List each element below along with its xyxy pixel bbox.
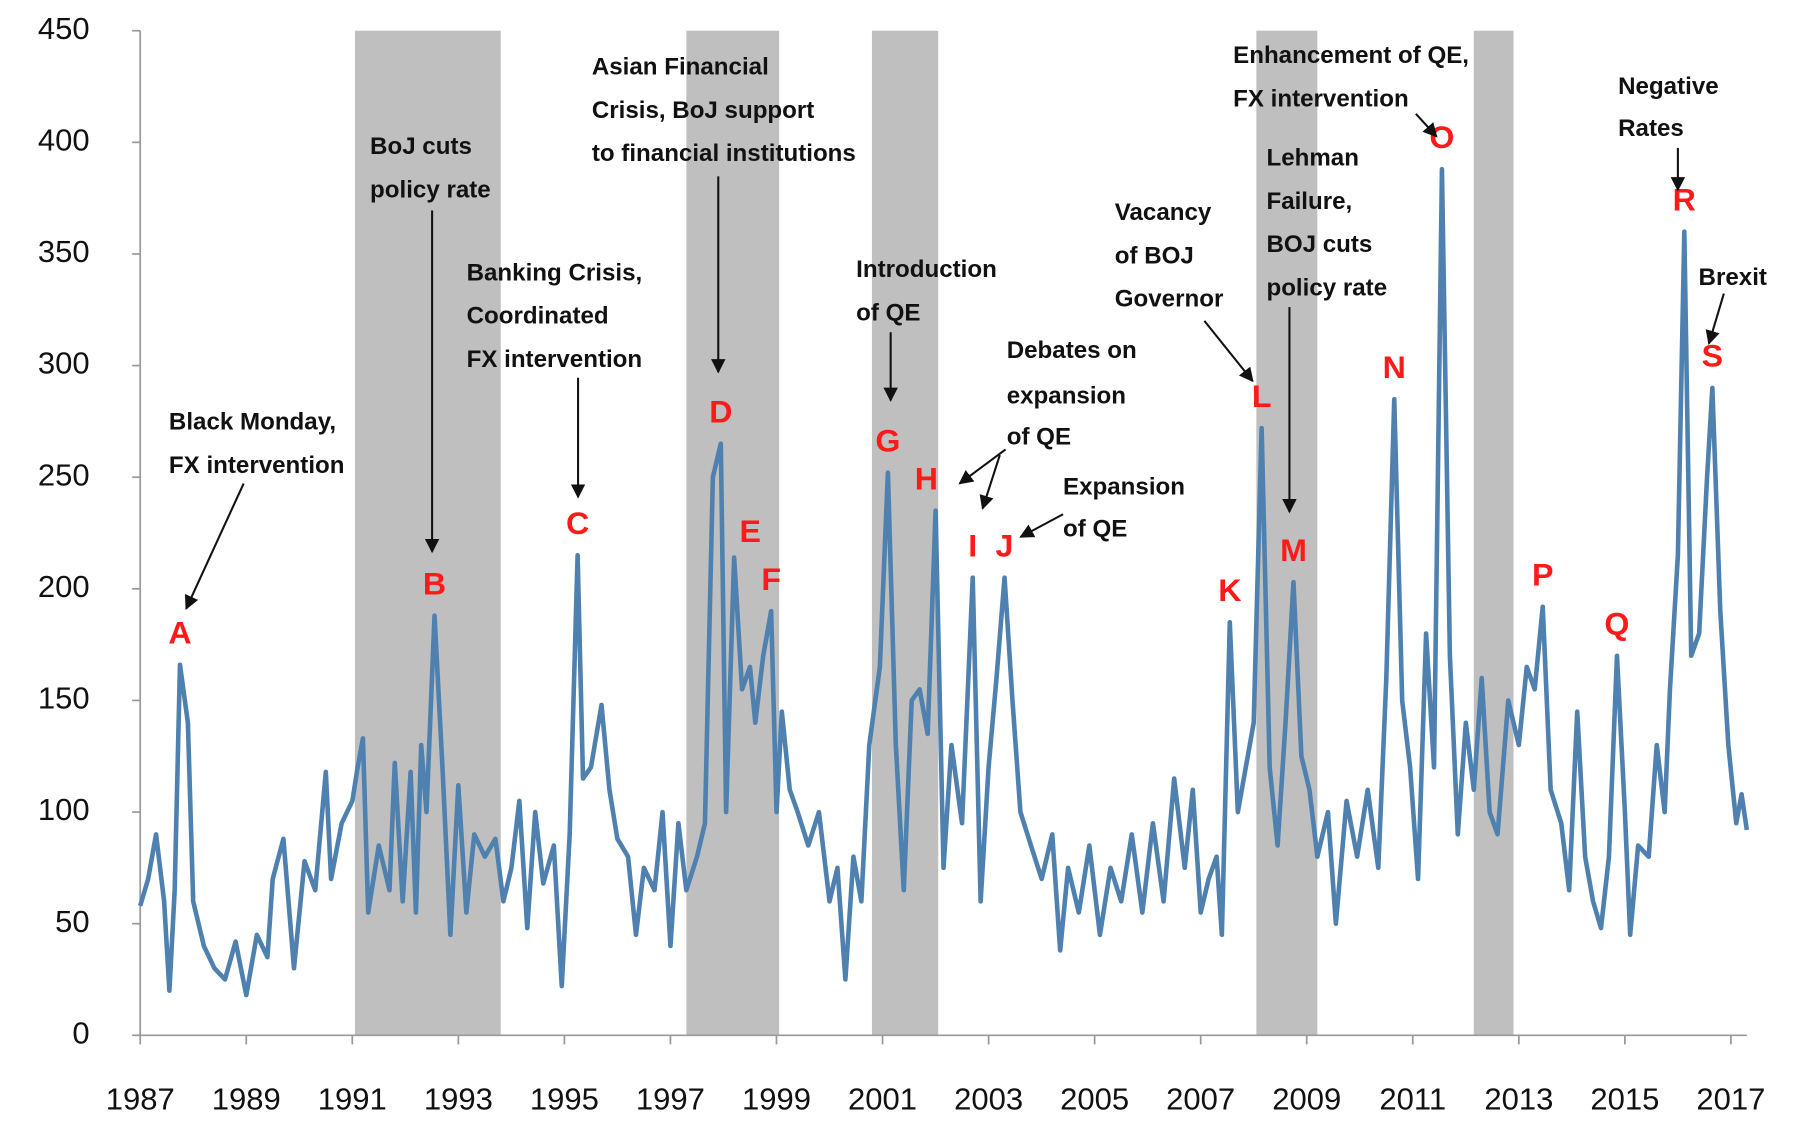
annotation-arrow [1705, 293, 1725, 345]
y-tick-label: 350 [38, 234, 90, 269]
y-tick-label: 300 [38, 346, 90, 381]
y-tick-label: 50 [55, 904, 90, 939]
annotation-text: Vacancy [1115, 199, 1212, 226]
annotation-arrow [1415, 113, 1438, 138]
annotation-text: Coordinated [467, 303, 609, 330]
x-tick-label: 2003 [954, 1082, 1023, 1117]
annotation-text: Expansion [1063, 473, 1185, 500]
axes: 0 50 100 150 200 250 300 350 400 450 1987 1989 1991 1… [38, 11, 1766, 1116]
peak-label: K [1218, 572, 1241, 608]
x-tick-label: 1995 [530, 1082, 599, 1117]
annotation-text: Crisis, BoJ support [592, 97, 814, 124]
peak-label: L [1252, 378, 1272, 414]
annotation-text: policy rate [370, 177, 491, 204]
peak-label: C [566, 505, 589, 541]
peak-label: Q [1604, 606, 1629, 642]
peak-label: H [915, 461, 938, 497]
y-tick-label: 450 [38, 11, 90, 46]
annotation-arrow [1203, 320, 1254, 383]
x-tick-label: 2015 [1590, 1082, 1659, 1117]
annotation-text: FX intervention [1233, 86, 1409, 113]
peak-label: G [875, 423, 900, 459]
annotation-text: Banking Crisis, [467, 260, 643, 287]
annotation-text: Governor [1115, 286, 1224, 313]
peak-label: O [1429, 119, 1454, 155]
x-tick-label: 2013 [1484, 1082, 1553, 1117]
annotation-text: of QE [1063, 516, 1127, 543]
peak-label: J [996, 528, 1014, 564]
x-tick-label: 1993 [424, 1082, 493, 1117]
annotation-text: Brexit [1699, 264, 1767, 291]
plot-area [138, 166, 1750, 998]
annotation-text: expansion [1007, 382, 1126, 409]
annotation-text: BOJ cuts [1266, 231, 1372, 258]
x-tick-label: 1997 [636, 1082, 705, 1117]
peak-label: S [1702, 338, 1723, 374]
annotation-text: Enhancement of QE, [1233, 42, 1469, 69]
annotation-text: Black Monday, [169, 409, 336, 436]
annotation-text: FX intervention [467, 346, 643, 373]
y-tick-label: 400 [38, 123, 90, 158]
annotation-text: of BOJ [1115, 243, 1194, 270]
annotation-text: to financial institutions [592, 140, 856, 167]
x-tick-label: 2011 [1379, 1082, 1446, 1117]
annotation-text: Failure, [1266, 188, 1352, 215]
y-tick-label: 250 [38, 457, 90, 492]
series-line [138, 166, 1750, 998]
peak-label: M [1280, 532, 1307, 568]
x-tick-label: 2001 [848, 1082, 917, 1117]
y-tick-label: 150 [38, 681, 90, 716]
x-tick-label: 1987 [106, 1082, 175, 1117]
annotation-text: Introduction [856, 256, 997, 283]
x-tick-label: 1999 [742, 1082, 811, 1117]
peak-label: A [168, 615, 191, 651]
annotation-arrow [184, 483, 245, 610]
annotation-text: Asian Financial [592, 54, 769, 81]
annotation-text: FX intervention [169, 452, 345, 479]
x-tick-label: 2005 [1060, 1082, 1129, 1117]
annotation-arrow [1019, 513, 1064, 538]
peak-label: D [709, 394, 732, 430]
x-tick-label: 2007 [1166, 1082, 1235, 1117]
x-tick-label: 2009 [1272, 1082, 1341, 1117]
annotation-text: BoJ cuts [370, 133, 472, 160]
y-tick-label: 0 [72, 1016, 89, 1051]
peak-label: F [761, 561, 781, 597]
peak-label: R [1673, 182, 1696, 218]
annotation-text: Rates [1618, 115, 1684, 142]
peak-label: B [423, 566, 446, 602]
annotation-text: of QE [1007, 423, 1071, 450]
shaded-period [354, 30, 501, 1036]
annotation-text: Debates on [1007, 337, 1137, 364]
x-tick-label: 1991 [318, 1082, 387, 1117]
annotation-text: Lehman [1266, 145, 1358, 172]
x-tick-label: 1989 [212, 1082, 281, 1117]
shaded-period [1256, 30, 1318, 1036]
peak-label: N [1383, 349, 1406, 385]
annotation-arrow [958, 448, 1007, 485]
peak-label: E [739, 513, 760, 549]
annotation-text: of QE [856, 299, 920, 326]
x-tick-label: 2017 [1696, 1082, 1765, 1117]
peak-label: P [1532, 557, 1553, 593]
shaded-period [1473, 30, 1514, 1036]
y-tick-label: 200 [38, 569, 90, 604]
shaded-periods [354, 30, 1514, 1036]
annotation-text: Negative [1618, 73, 1719, 100]
annotation-text: policy rate [1266, 274, 1387, 301]
annotation-arrow [979, 454, 1001, 510]
peak-label: I [968, 528, 977, 564]
shaded-period [686, 30, 780, 1036]
annotations: A B C D EF GHI J K L M N O P Q R S Black Monday, FX inter… [168, 42, 1767, 650]
y-tick-label: 100 [38, 792, 90, 827]
